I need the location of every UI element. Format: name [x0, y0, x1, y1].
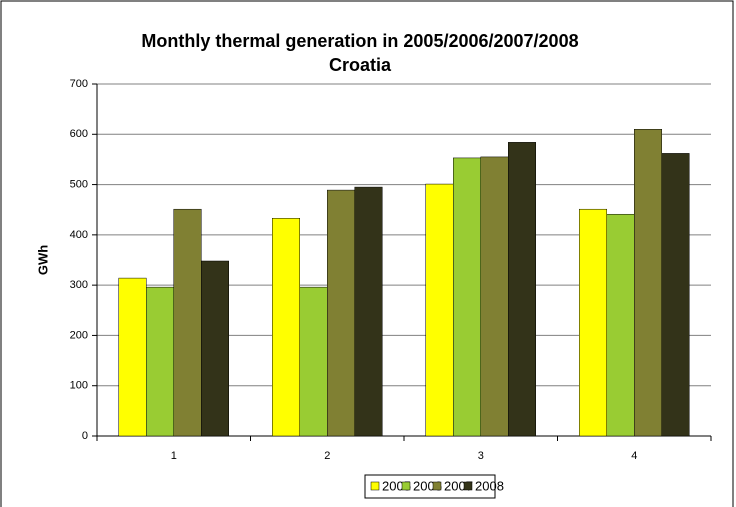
bar: [480, 156, 509, 437]
bar: [425, 183, 454, 437]
x-tick-label: 2: [324, 450, 330, 462]
y-tick-label: 500: [70, 178, 88, 190]
legend-swatch: [463, 481, 473, 491]
bar: [272, 218, 300, 437]
bar: [606, 213, 635, 437]
x-tick-label: 4: [631, 450, 637, 462]
y-tick-label: 200: [70, 329, 88, 341]
x-tick-label: 1: [171, 450, 177, 462]
bar: [634, 129, 662, 437]
legend-swatch: [370, 481, 380, 491]
bar: [201, 260, 229, 437]
legend-swatch: [401, 481, 411, 491]
legend-swatch: [432, 481, 442, 491]
bar: [146, 286, 174, 437]
chart-subtitle: Croatia: [329, 55, 392, 75]
y-tick-label: 600: [70, 128, 88, 140]
y-tick-label: 700: [70, 78, 88, 90]
y-axis-label: GWh: [35, 245, 50, 275]
legend-label: 2008: [475, 478, 504, 493]
y-tick-label: 100: [70, 380, 88, 392]
y-tick-label: 0: [82, 430, 88, 442]
y-tick-label: 300: [70, 279, 88, 291]
bar: [354, 186, 383, 437]
bar: [299, 286, 328, 437]
bar: [327, 189, 355, 437]
y-tick-label: 400: [70, 229, 88, 241]
bar: [118, 277, 147, 437]
bar: [661, 153, 690, 437]
bar: [508, 142, 536, 437]
bar: [453, 157, 481, 437]
bar: [579, 208, 607, 437]
bar: [173, 208, 202, 437]
legend-box: [364, 474, 496, 499]
chart-title: Monthly thermal generation in 2005/2006/…: [141, 31, 578, 51]
x-tick-label: 3: [478, 450, 484, 462]
